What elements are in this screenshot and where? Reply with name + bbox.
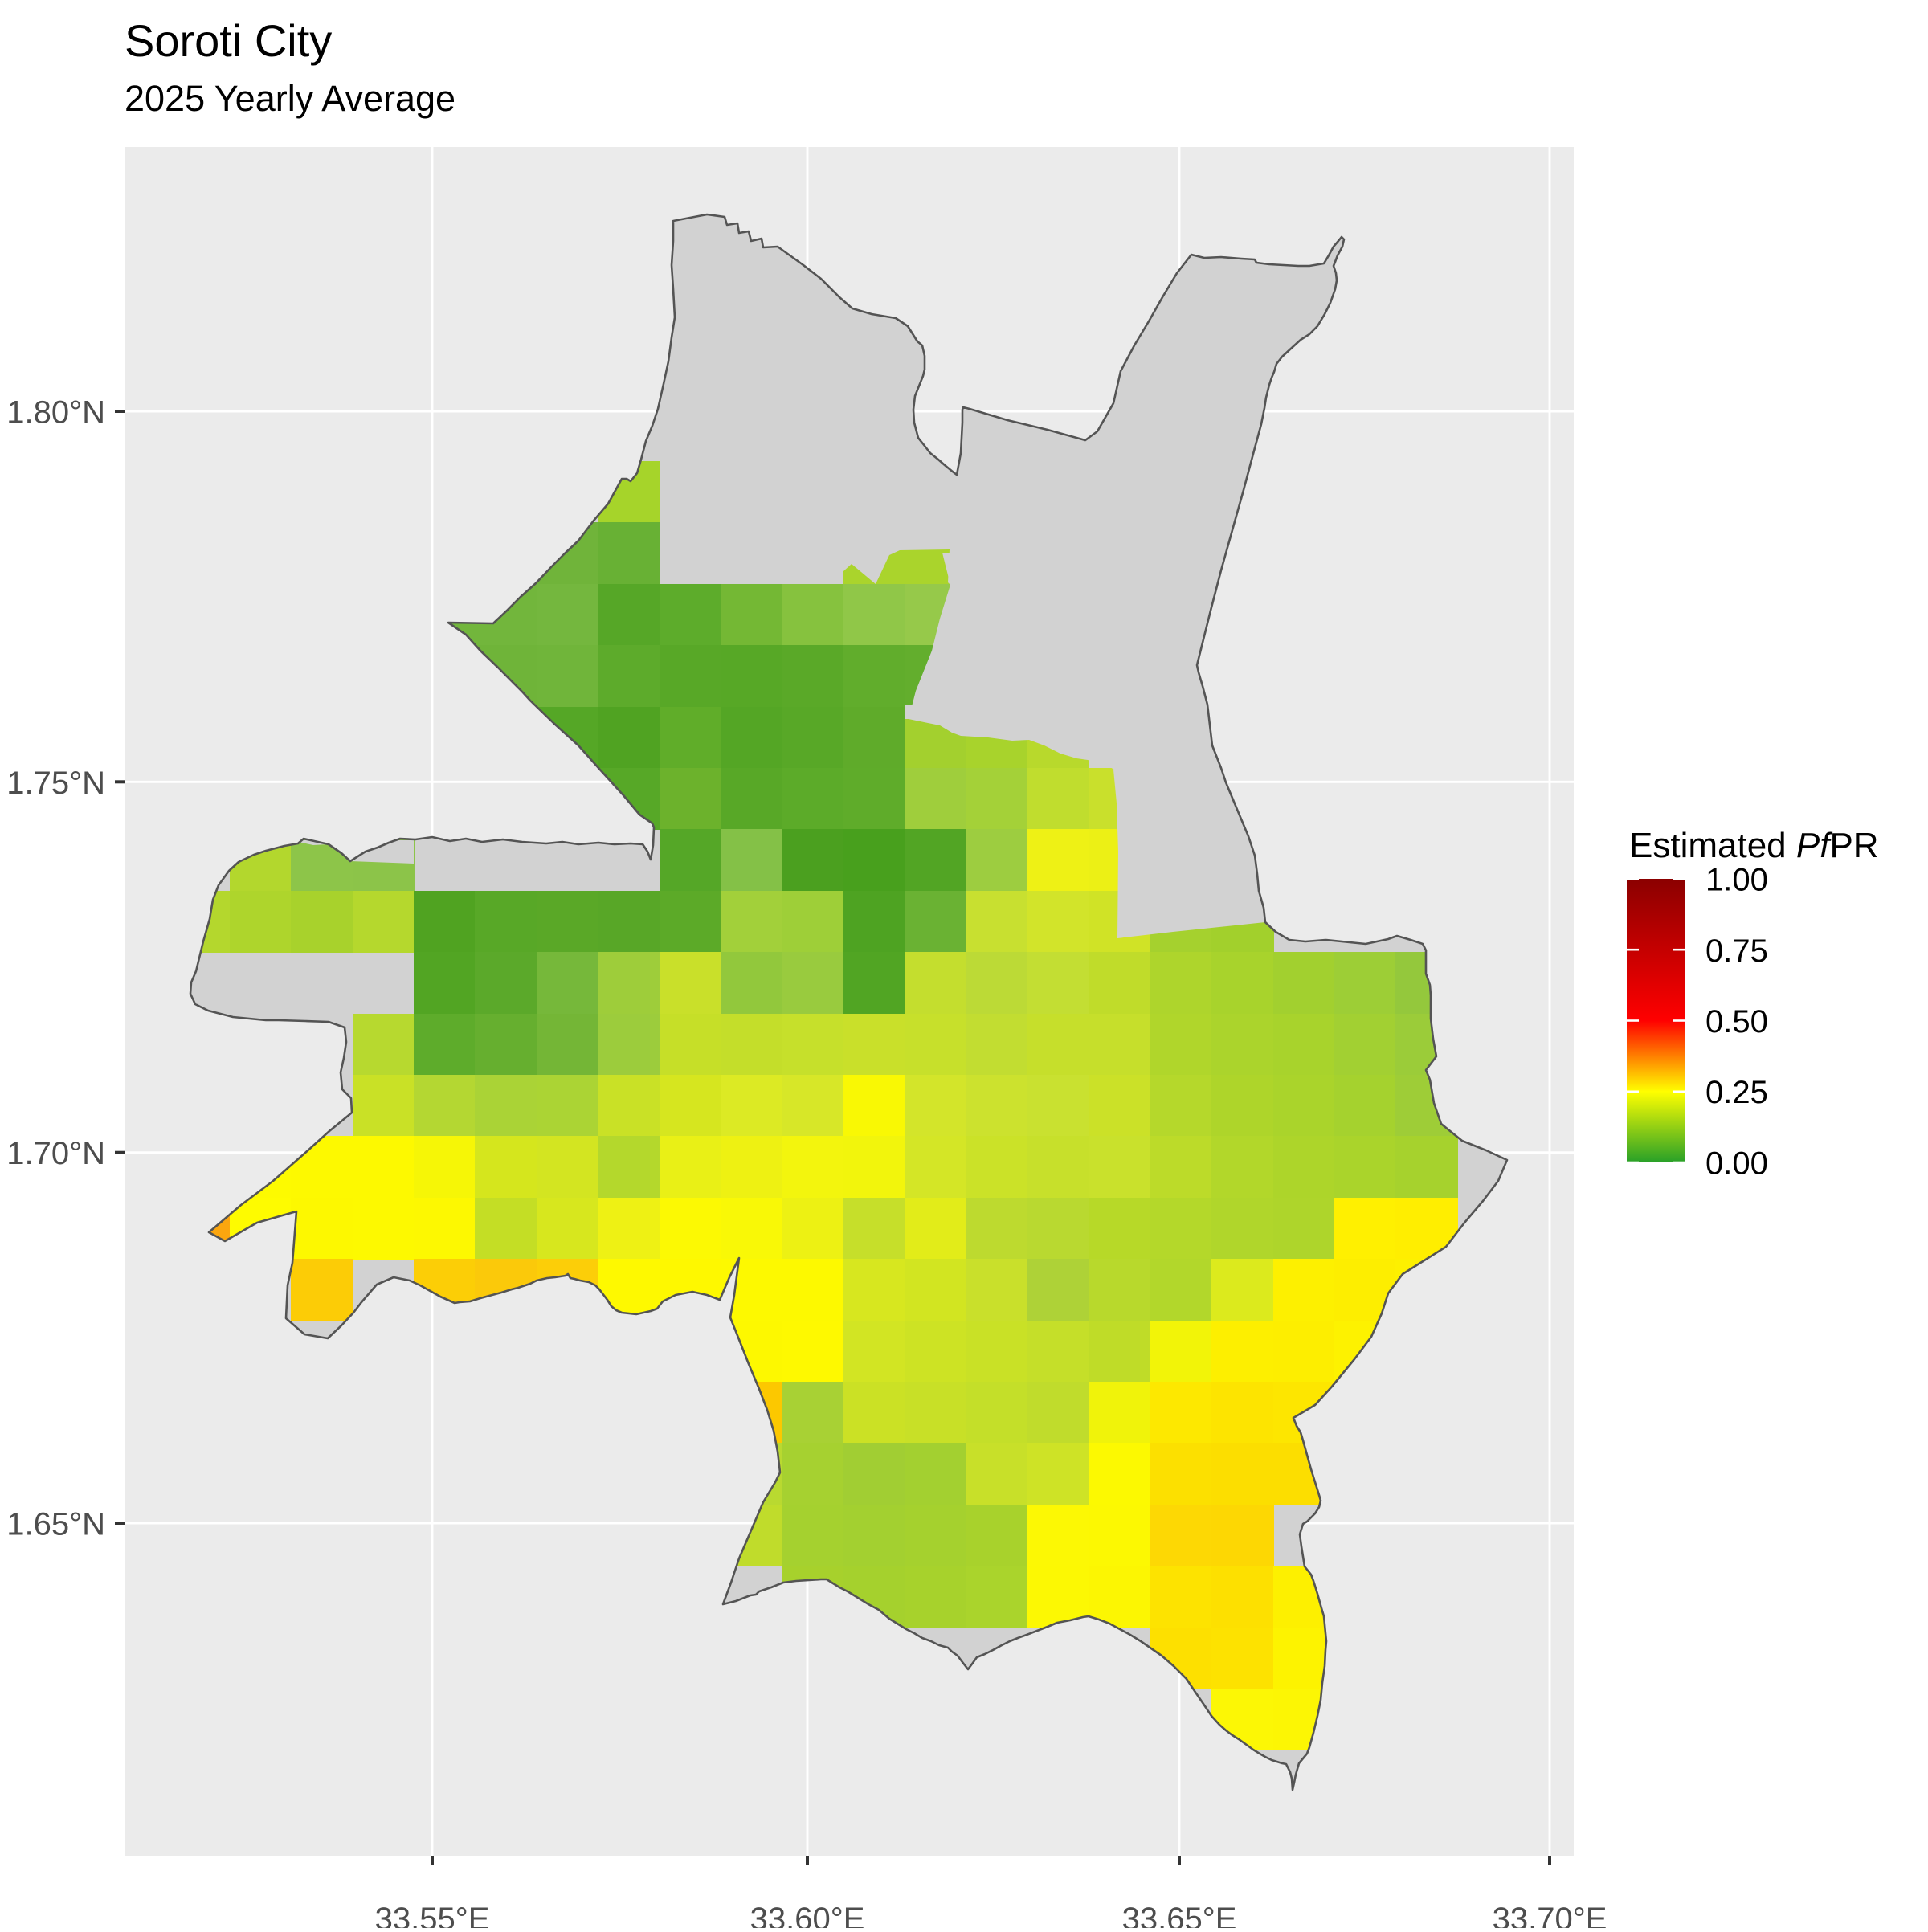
svg-text:0.25: 0.25 bbox=[1705, 1075, 1768, 1110]
svg-text:0.50: 0.50 bbox=[1705, 1004, 1768, 1040]
svg-text:0.00: 0.00 bbox=[1705, 1146, 1768, 1182]
svg-text:1.00: 1.00 bbox=[1705, 863, 1768, 898]
svg-text:1.75°N: 1.75°N bbox=[6, 766, 105, 801]
svg-text:2025 Yearly Average: 2025 Yearly Average bbox=[125, 78, 455, 119]
svg-text:33.70°E: 33.70°E bbox=[1493, 1901, 1607, 1928]
svg-text:33.60°E: 33.60°E bbox=[750, 1901, 865, 1928]
svg-text:Soroti City: Soroti City bbox=[125, 15, 332, 66]
svg-text:0.75: 0.75 bbox=[1705, 933, 1768, 969]
svg-text:Estimated PfPR: Estimated PfPR bbox=[1629, 826, 1879, 865]
svg-text:33.65°E: 33.65°E bbox=[1122, 1901, 1237, 1928]
svg-text:33.55°E: 33.55°E bbox=[375, 1901, 490, 1928]
svg-text:1.65°N: 1.65°N bbox=[6, 1507, 105, 1542]
svg-text:1.80°N: 1.80°N bbox=[6, 395, 105, 431]
svg-text:1.70°N: 1.70°N bbox=[6, 1136, 105, 1171]
